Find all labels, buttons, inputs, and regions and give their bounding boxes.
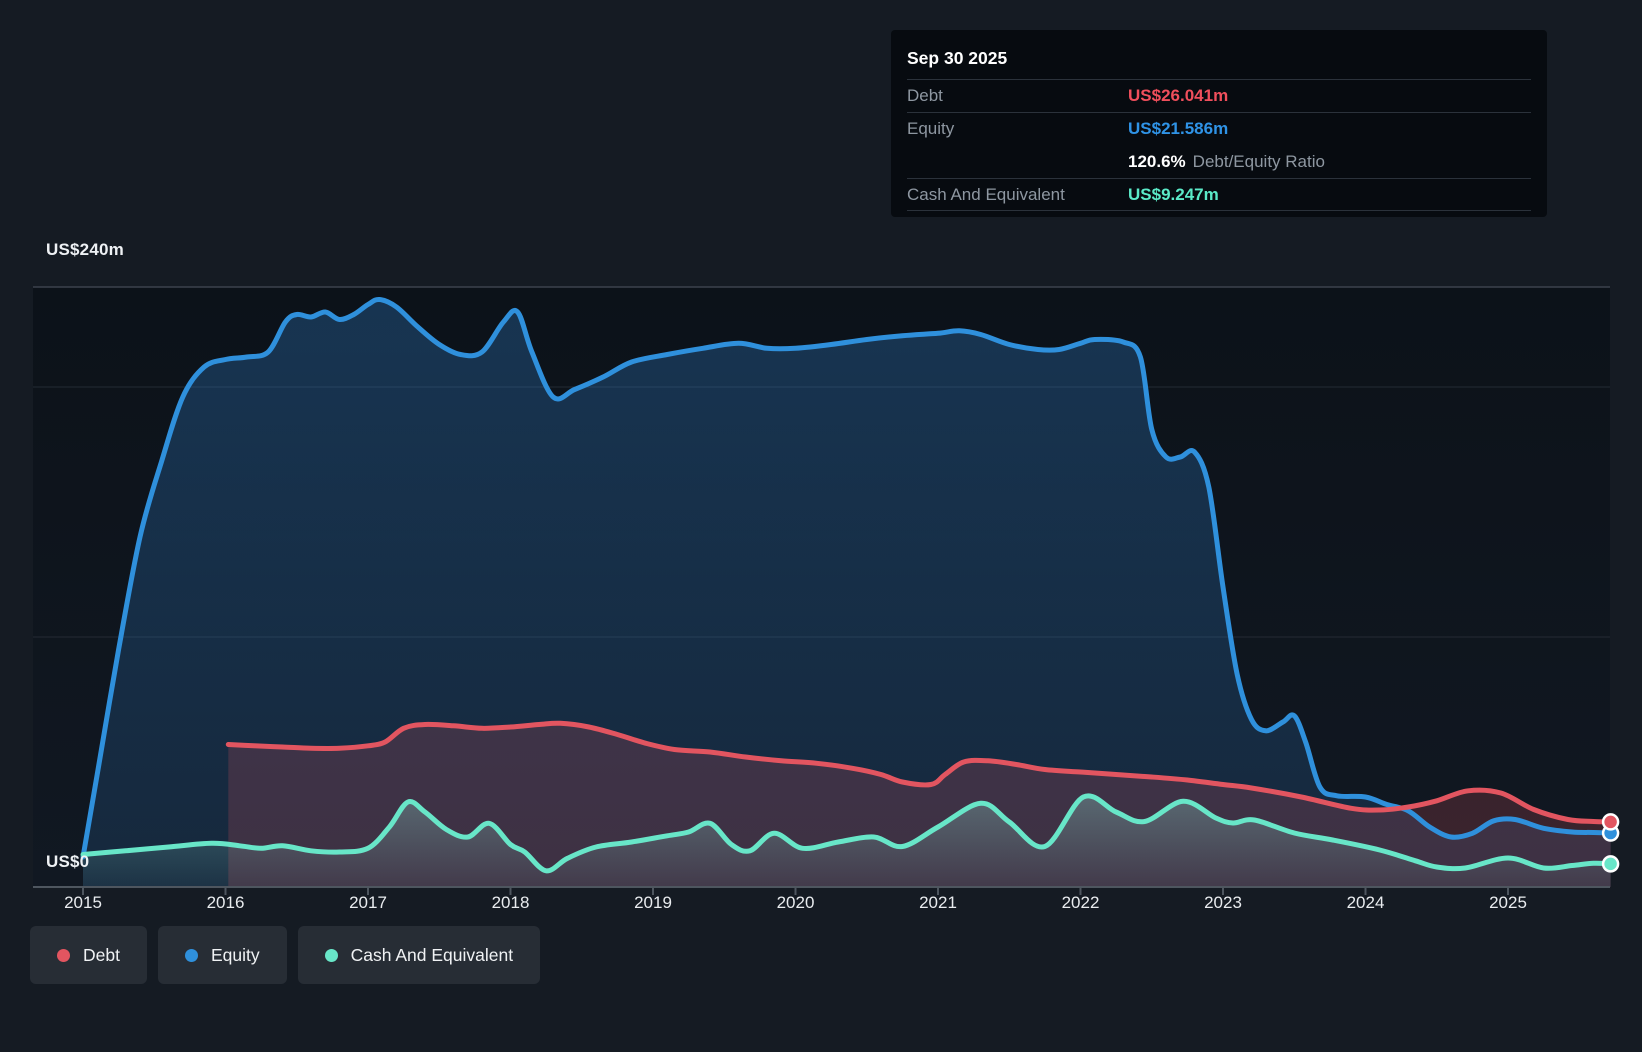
y-axis-zero-label: US$0 xyxy=(46,852,90,871)
x-axis-label-2025: 2025 xyxy=(1489,893,1527,912)
tooltip-row-debt: Debt US$26.041m xyxy=(907,79,1531,112)
cash-dot-icon xyxy=(324,948,338,962)
x-axis-label-2016: 2016 xyxy=(206,893,245,912)
legend-item-debt[interactable]: Debt xyxy=(30,926,147,984)
debt-dot-icon xyxy=(57,948,70,962)
tooltip-cash-value: US$9.247m xyxy=(1128,184,1219,204)
tooltip-equity-label: Equity xyxy=(907,119,955,138)
end-marker-debt[interactable] xyxy=(1601,813,1620,831)
debt-line xyxy=(225,720,1614,825)
tooltip-row-equity: Equity US$21.586m xyxy=(907,112,1531,145)
end-marker-cash-and-equivalent[interactable] xyxy=(1601,855,1620,873)
chart-legend: Debt Equity Cash And Equivalent xyxy=(30,926,541,984)
x-axis-label-2021: 2021 xyxy=(919,893,957,912)
tooltip-debt-label: Debt xyxy=(907,86,943,105)
legend-item-equity[interactable]: Equity xyxy=(157,926,287,984)
x-axis-label-2015: 2015 xyxy=(64,893,102,912)
y-axis-top-label: US$240m xyxy=(46,240,124,259)
equity-line xyxy=(80,296,1614,860)
x-axis-label-2018: 2018 xyxy=(491,893,530,912)
equity-area xyxy=(83,299,1611,887)
tooltip-date: Sep 30 2025 xyxy=(907,48,1008,68)
tooltip-ratio-label: Debt/Equity Ratio xyxy=(1192,151,1325,171)
tooltip-row-cash: Cash And Equivalent US$9.247m xyxy=(907,178,1531,211)
chart-tooltip: Sep 30 2025 Debt US$26.041m Equity US$21… xyxy=(891,30,1547,217)
x-axis-labels: 2015 2016 2017 2018 2019 2020 2021 2022 2023 2024… xyxy=(0,893,1642,917)
tooltip-debt-value: US$26.041m xyxy=(1128,86,1229,105)
x-axis-label-2017: 2017 xyxy=(349,893,387,912)
legend-equity-label: Equity xyxy=(210,944,260,965)
tooltip-equity-value: US$21.586m xyxy=(1128,119,1229,138)
legend-debt-label: Debt xyxy=(83,944,120,965)
x-axis-label-2019: 2019 xyxy=(634,893,672,912)
x-axis-label-2022: 2022 xyxy=(1061,893,1100,912)
x-axis-label-2020: 2020 xyxy=(776,893,815,912)
legend-item-cash[interactable]: Cash And Equivalent xyxy=(297,926,541,984)
tooltip-ratio-value: 120.6% xyxy=(1128,151,1186,171)
cash-line xyxy=(80,793,1614,874)
tooltip-cash-label: Cash And Equivalent xyxy=(907,184,1065,204)
equity-dot-icon xyxy=(184,948,198,962)
tooltip-row-ratio: 120.6% Debt/Equity Ratio xyxy=(907,145,1531,178)
x-axis-label-2024: 2024 xyxy=(1346,893,1385,912)
legend-cash-label: Cash And Equivalent xyxy=(350,944,514,965)
x-axis-label-2023: 2023 xyxy=(1204,893,1242,912)
